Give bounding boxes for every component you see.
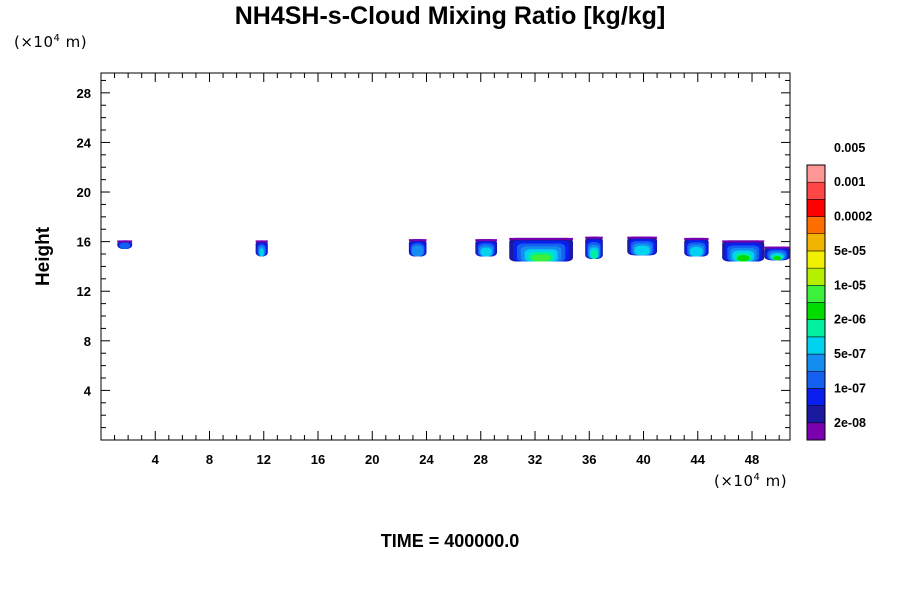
x-tick-label: 36 xyxy=(582,452,596,467)
colorbar-swatch xyxy=(806,319,826,338)
cloud-edge xyxy=(627,236,658,239)
y-tick-label: 28 xyxy=(77,86,91,101)
colorbar-swatch xyxy=(806,285,826,303)
cloud-contour xyxy=(736,255,750,262)
cloud-edge xyxy=(509,237,573,240)
cloud-edge xyxy=(408,239,427,242)
x-tick-label: 16 xyxy=(311,452,325,467)
colorbar-swatch xyxy=(806,199,826,217)
colorbar-swatch xyxy=(806,233,826,252)
colorbar-swatch xyxy=(806,302,826,320)
y-tick-label: 4 xyxy=(84,383,92,398)
cloud-region xyxy=(117,240,133,250)
cloud-region xyxy=(585,236,603,259)
y-axis-unit: (×104 m) xyxy=(14,33,88,51)
x-tick-label: 8 xyxy=(206,452,213,467)
colorbar-label: 2e-08 xyxy=(834,416,866,430)
cloud-contour xyxy=(259,248,264,257)
colorbar-swatch xyxy=(806,388,826,406)
x-tick-label: 32 xyxy=(528,452,542,467)
y-axis-label: Height xyxy=(33,226,54,286)
colorbar-label: 1e-07 xyxy=(834,381,866,395)
cloud-contour xyxy=(690,246,703,257)
y-tick-label: 20 xyxy=(77,185,91,200)
cloud-contour xyxy=(480,247,492,257)
cloud-region xyxy=(722,240,765,262)
colorbar-swatch xyxy=(806,164,826,183)
cloud-contour xyxy=(634,245,650,256)
x-tick-label: 28 xyxy=(474,452,488,467)
x-tick-label: 12 xyxy=(257,452,271,467)
cloud-edge xyxy=(255,240,268,243)
colorbar-swatch xyxy=(806,336,826,355)
cloud-region xyxy=(408,239,427,257)
colorbar-label: 0.001 xyxy=(834,175,865,189)
cloud-region xyxy=(684,237,709,257)
y-tick-label: 16 xyxy=(77,235,91,250)
colorbar-swatch xyxy=(806,405,826,424)
colorbar-frame xyxy=(806,164,826,441)
x-tick-label: 24 xyxy=(419,452,434,467)
colorbar: 2e-08 1e-07 5e-07 2e-06 1e-05 5e-05 0.0002 0.00… xyxy=(806,141,872,441)
cloud-edge xyxy=(117,240,133,243)
x-axis-unit: (×104 m) xyxy=(714,472,788,490)
colorbar-label: 1e-05 xyxy=(834,278,866,292)
cloud-region xyxy=(255,240,268,257)
colorbar-label: 2e-06 xyxy=(834,313,866,327)
colorbar-swatch xyxy=(806,250,826,269)
colorbar-swatch xyxy=(806,181,826,200)
colorbar-swatch xyxy=(806,371,826,389)
cloud-region xyxy=(764,246,790,261)
y-tick-label: 8 xyxy=(84,334,91,349)
chart-title: NH4SH-s-Cloud Mixing Ratio [kg/kg] xyxy=(234,2,666,30)
cloud-contour xyxy=(119,242,131,250)
colorbar-swatch xyxy=(806,353,826,372)
colorbar-swatch xyxy=(806,422,826,441)
cloud-contour xyxy=(590,250,598,259)
cloud-edge xyxy=(764,246,790,249)
colorbar-label: 0.005 xyxy=(834,141,865,155)
cloud-edge xyxy=(684,237,709,240)
x-tick-label: 48 xyxy=(745,452,759,467)
y-tick-label: 12 xyxy=(77,284,91,299)
cloud-region xyxy=(509,237,573,262)
y-tick-label: 24 xyxy=(77,135,92,150)
x-tick-label: 40 xyxy=(636,452,650,467)
cloud-region xyxy=(475,239,498,257)
colorbar-label: 0.0002 xyxy=(834,210,872,224)
colorbar-swatch xyxy=(806,267,826,286)
colorbar-swatch xyxy=(806,216,826,234)
cloud-edge xyxy=(585,236,603,239)
plot-frame xyxy=(100,72,791,441)
cloud-region xyxy=(627,236,658,256)
time-label: TIME = 400000.0 xyxy=(380,531,520,551)
x-tick-label: 20 xyxy=(365,452,379,467)
cloud-contour xyxy=(412,245,424,257)
cloud-edge xyxy=(722,240,765,243)
colorbar-label: 5e-07 xyxy=(834,347,866,361)
cloud-edge xyxy=(475,239,498,242)
colorbar-label: 5e-05 xyxy=(834,244,866,258)
x-tick-label: 44 xyxy=(691,452,706,467)
x-tick-label: 4 xyxy=(152,452,160,467)
cloud-contour xyxy=(773,256,781,261)
cloud-contour xyxy=(531,254,551,262)
